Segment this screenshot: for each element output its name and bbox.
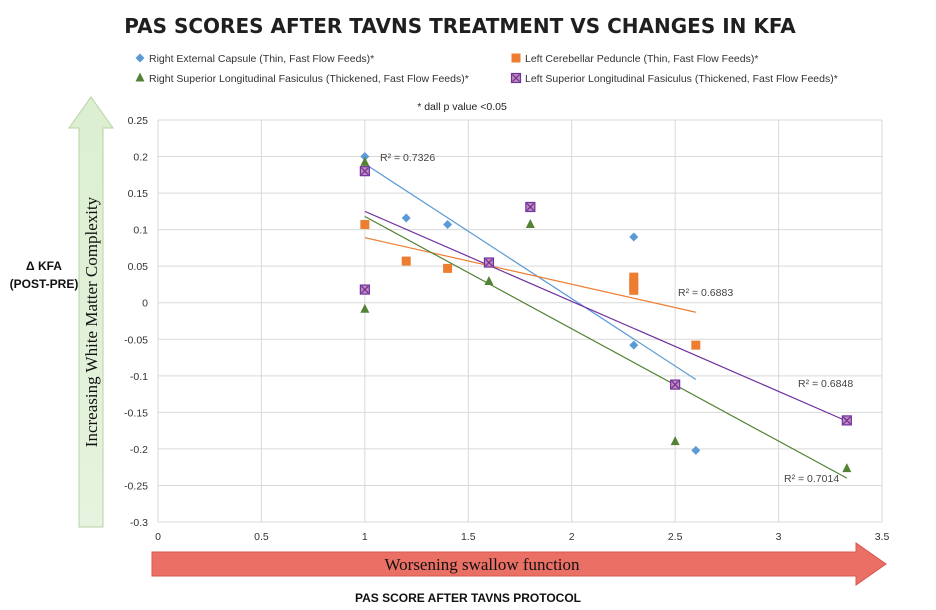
point-series-4-cross-b <box>671 380 680 389</box>
point-series-4-cross-b <box>360 167 369 176</box>
point-series-2 <box>443 263 453 273</box>
x-tick-label: 0 <box>155 531 161 543</box>
x-tick-labels: 0 0.5 1 1.5 2 2.5 3 3.5 <box>155 531 889 543</box>
point-series-1 <box>629 340 639 350</box>
legend-marker-series-4-cross-b <box>512 74 520 82</box>
x-tick-label: 1 <box>362 531 368 543</box>
x-tick-label: 3 <box>776 531 782 543</box>
x-tick-label: 3.5 <box>875 531 890 543</box>
significance-note: * dall p value <0.05 <box>417 101 507 113</box>
legend-label-series-2: Left Cerebellar Peduncle (Thin, Fast Flo… <box>525 53 758 65</box>
point-series-3 <box>670 436 680 446</box>
x-axis-title: PAS SCORE AFTER TAVNS PROTOCOL <box>355 591 581 605</box>
point-series-4 <box>483 257 495 268</box>
point-series-4-cross-b <box>360 285 369 294</box>
x-arrow-shape <box>151 542 887 586</box>
point-series-3 <box>842 463 852 473</box>
grid <box>157 119 883 523</box>
point-series-2 <box>401 256 411 266</box>
y-tick-label: 0.2 <box>133 152 148 164</box>
r2-label-series-2: R² = 0.6883 <box>678 287 733 299</box>
legend-marker-series-3 <box>135 72 145 82</box>
legend: Right External Capsule (Thin, Fast Flow … <box>135 53 838 85</box>
y-tick-label: -0.25 <box>124 480 148 492</box>
trendlines <box>364 163 848 479</box>
y-arrow-label: Increasing White Matter Complexity <box>82 196 101 447</box>
legend-label-series-1: Right External Capsule (Thin, Fast Flow … <box>149 53 374 65</box>
legend-item-series-3: Right Superior Longitudinal Fasiculus (T… <box>135 72 469 85</box>
x-direction-arrow: Worsening swallow function <box>151 542 887 586</box>
y-axis-title-line-2: (POST-PRE) <box>10 277 79 291</box>
x-arrow-label: Worsening swallow function <box>384 555 580 574</box>
y-tick-label: 0.15 <box>128 188 149 200</box>
point-series-4 <box>359 166 370 177</box>
legend-item-series-2: Left Cerebellar Peduncle (Thin, Fast Flo… <box>511 53 758 65</box>
y-tick-label: -0.2 <box>130 444 148 456</box>
point-series-3 <box>360 303 370 313</box>
r2-label-series-3: R² = 0.7014 <box>784 473 839 485</box>
point-series-1 <box>360 152 370 162</box>
trendline-series-3 <box>364 215 848 479</box>
trendline-series-1 <box>364 163 697 380</box>
point-series-3 <box>360 156 370 166</box>
point-series-2 <box>360 220 370 230</box>
legend-item-series-1: Right External Capsule (Thin, Fast Flow … <box>135 53 374 65</box>
x-tick-label: 0.5 <box>254 531 269 543</box>
legend-label-series-4: Left Superior Longitudinal Fasiculus (Th… <box>525 73 838 85</box>
y-tick-label: 0.1 <box>133 225 148 237</box>
trendline-series-2 <box>364 237 696 313</box>
point-series-3 <box>484 276 494 286</box>
r2-labels: R² = 0.7326 R² = 0.6883 R² = 0.7014 R² = 0.… <box>380 152 853 485</box>
y-arrow-shape <box>68 96 114 528</box>
y-axis-title-line-1: Δ KFA <box>26 259 62 273</box>
point-series-4 <box>670 379 681 390</box>
point-series-1 <box>401 213 411 223</box>
point-series-1 <box>691 445 701 455</box>
chart-title: PAS SCORES AFTER TAVNS TREATMENT VS CHAN… <box>124 14 796 38</box>
y-tick-label: 0.05 <box>128 261 149 273</box>
point-series-4 <box>841 415 852 426</box>
point-series-4-cross-b <box>526 203 535 211</box>
point-series-1 <box>443 220 453 230</box>
point-series-2 <box>629 285 639 295</box>
x-tick-label: 1.5 <box>461 531 476 543</box>
data-points <box>359 152 852 473</box>
x-tick-label: 2.5 <box>668 531 683 543</box>
trendline-series-4 <box>364 210 848 422</box>
y-tick-label: -0.15 <box>124 407 148 419</box>
y-tick-label: 0 <box>142 298 148 310</box>
y-tick-label: -0.05 <box>124 334 148 346</box>
y-tick-label: -0.3 <box>130 517 148 529</box>
y-tick-labels: 0.25 0.2 0.15 0.1 0.05 0 -0.05 -0.1 -0.15 -0.2 -0.… <box>124 115 148 529</box>
legend-item-series-4: Left Superior Longitudinal Fasiculus (Th… <box>510 72 838 85</box>
legend-marker-series-2 <box>511 53 521 63</box>
x-tick-label: 2 <box>569 531 575 543</box>
point-series-4-cross-b <box>842 416 851 425</box>
y-tick-label: -0.1 <box>130 371 148 383</box>
r2-label-series-4: R² = 0.6848 <box>798 378 853 390</box>
point-series-4 <box>525 201 536 213</box>
point-series-3 <box>525 219 535 229</box>
legend-label-series-3: Right Superior Longitudinal Fasiculus (T… <box>149 73 469 85</box>
point-series-2 <box>691 340 701 350</box>
point-series-4-cross-b <box>485 258 493 267</box>
legend-marker-series-4 <box>510 72 522 84</box>
legend-marker-series-1 <box>135 53 145 63</box>
y-direction-arrow: Increasing White Matter Complexity <box>68 96 114 528</box>
point-series-1 <box>629 232 639 242</box>
y-tick-label: 0.25 <box>128 115 149 127</box>
point-series-2 <box>629 272 639 282</box>
point-series-4 <box>359 284 370 295</box>
r2-label-series-1: R² = 0.7326 <box>380 152 435 164</box>
